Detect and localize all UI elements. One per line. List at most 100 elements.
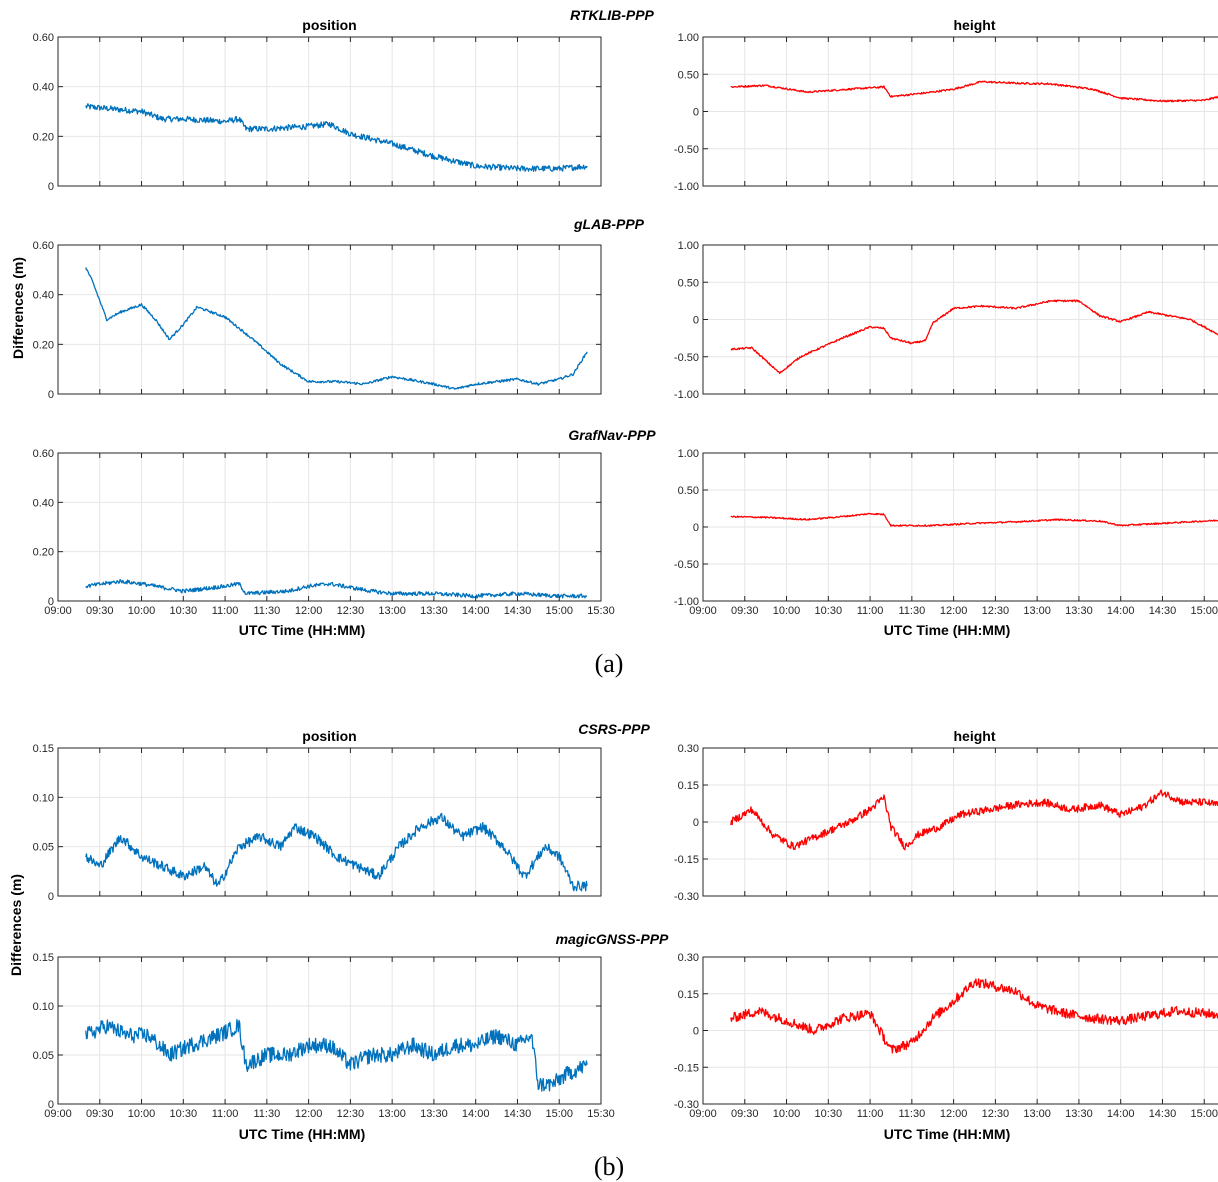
x-tick-label: 11:00 xyxy=(857,1108,884,1120)
x-tick-label: 09:00 xyxy=(689,605,717,617)
xlabel-b-left: UTC Time (HH:MM) xyxy=(239,1126,366,1142)
y-tick-label: 0.15 xyxy=(678,780,699,792)
group-title-grafnav: GrafNav-PPP xyxy=(568,427,656,443)
y-tick-label: 0.15 xyxy=(33,952,54,964)
y-tick-label: 0.40 xyxy=(33,290,54,302)
y-tick-label: 0.40 xyxy=(33,497,54,509)
x-tick-label: 12:00 xyxy=(940,605,968,617)
x-tick-label: 11:30 xyxy=(253,1108,280,1120)
x-tick-label: 13:00 xyxy=(378,1108,406,1120)
y-tick-label: 0 xyxy=(48,181,54,193)
y-tick-label: 0.20 xyxy=(33,339,54,351)
subplot-title: position xyxy=(302,17,356,33)
series-line-position xyxy=(85,579,588,599)
y-tick-label: 0 xyxy=(48,389,54,401)
y-tick-label: -0.15 xyxy=(674,854,699,866)
plot-5: 09:00 09:30 10:00 10:30 11:00 11:30 12:00 12:30… xyxy=(33,448,615,617)
series-line-height xyxy=(730,512,1218,527)
x-tick-label: 12:00 xyxy=(295,605,323,617)
x-tick-label: 10:00 xyxy=(773,1108,801,1120)
x-tick-label: 10:30 xyxy=(170,605,198,617)
x-tick-label: 13:00 xyxy=(378,605,406,617)
plot-4: -1.00 -0.50 0 0.50 1.00 xyxy=(674,240,1218,401)
subplot-title: height xyxy=(954,728,996,744)
y-tick-label: -0.15 xyxy=(674,1062,699,1074)
y-tick-label: -0.50 xyxy=(674,559,699,571)
y-tick-label: 0 xyxy=(693,1026,699,1038)
x-tick-label: 09:00 xyxy=(44,1108,72,1120)
plot-7: 0 0.05 0.10 0.15 position xyxy=(33,728,602,903)
y-tick-label: 0.20 xyxy=(33,547,54,559)
y-tick-label: 0.60 xyxy=(33,32,54,44)
x-tick-label: 15:30 xyxy=(587,605,615,617)
series-line-height xyxy=(730,80,1218,103)
plot-8: -0.30 -0.15 0 0.15 0.30 height xyxy=(674,728,1218,903)
y-tick-label: 0.60 xyxy=(33,240,54,252)
series-line-height xyxy=(730,299,1218,375)
x-tick-label: 10:00 xyxy=(773,605,801,617)
axes-frame xyxy=(57,244,602,395)
panel-label-b: (b) xyxy=(594,1152,624,1181)
y-tick-label: 0.20 xyxy=(33,131,54,143)
y-tick-label: 0.40 xyxy=(33,82,54,94)
x-tick-label: 15:00 xyxy=(545,1108,573,1120)
x-tick-label: 11:30 xyxy=(898,605,925,617)
xlabel-a-right: UTC Time (HH:MM) xyxy=(884,622,1011,638)
series-line-position xyxy=(85,267,588,390)
series-line-height xyxy=(730,789,1218,851)
x-tick-label: 14:00 xyxy=(1107,605,1135,617)
panel-label-a: (a) xyxy=(595,649,624,678)
y-tick-label: 1.00 xyxy=(678,448,699,460)
x-tick-label: 12:30 xyxy=(982,605,1010,617)
plot-6: 09:00 09:30 10:00 10:30 11:00 11:30 12:00 12:30… xyxy=(674,448,1218,617)
axes-frame xyxy=(57,36,602,187)
series-line-position xyxy=(85,812,588,892)
x-tick-label: 11:00 xyxy=(212,605,239,617)
x-tick-label: 12:30 xyxy=(982,1108,1010,1120)
y-tick-label: -0.30 xyxy=(674,1099,699,1111)
y-tick-label: 0.60 xyxy=(33,448,54,460)
series-line-position xyxy=(85,1019,588,1092)
y-tick-label: 0 xyxy=(693,107,699,119)
x-tick-label: 13:30 xyxy=(420,605,448,617)
plot-3: 0 0.20 0.40 0.60 xyxy=(33,240,602,401)
y-tick-label: 0.30 xyxy=(678,952,699,964)
y-tick-label: -0.50 xyxy=(674,352,699,364)
x-tick-label: 15:00 xyxy=(1190,1108,1218,1120)
y-tick-label: -0.30 xyxy=(674,891,699,903)
y-tick-label: 0.05 xyxy=(33,842,54,854)
y-tick-label: 1.00 xyxy=(678,32,699,44)
x-tick-label: 14:00 xyxy=(1107,1108,1135,1120)
y-tick-label: 0.10 xyxy=(33,1001,54,1013)
y-tick-label: 0 xyxy=(693,522,699,534)
y-tick-label: 0.50 xyxy=(678,485,699,497)
y-tick-label: 0 xyxy=(48,596,54,608)
x-tick-label: 10:30 xyxy=(815,605,843,617)
series-line-position xyxy=(85,103,588,172)
x-tick-label: 11:00 xyxy=(212,1108,239,1120)
y-tick-label: 1.00 xyxy=(678,240,699,252)
y-tick-label: -1.00 xyxy=(674,389,699,401)
y-tick-label: 0 xyxy=(48,1099,54,1111)
x-tick-label: 13:00 xyxy=(1023,1108,1051,1120)
y-tick-label: 0.05 xyxy=(33,1050,54,1062)
y-tick-label: -1.00 xyxy=(674,181,699,193)
y-tick-label: 0.30 xyxy=(678,743,699,755)
y-tick-label: 0.15 xyxy=(678,989,699,1001)
x-tick-label: 14:30 xyxy=(504,605,532,617)
y-tick-label: 0 xyxy=(693,315,699,327)
subplot-title: height xyxy=(954,17,996,33)
x-tick-label: 10:30 xyxy=(170,1108,198,1120)
x-tick-label: 14:00 xyxy=(462,1108,490,1120)
x-tick-label: 13:30 xyxy=(1065,1108,1093,1120)
x-tick-label: 12:00 xyxy=(295,1108,323,1120)
x-tick-label: 13:00 xyxy=(1023,605,1051,617)
group-title-rtklib: RTKLIB-PPP xyxy=(570,7,654,23)
series-line-height xyxy=(730,978,1218,1054)
x-tick-label: 15:30 xyxy=(587,1108,615,1120)
x-tick-label: 14:00 xyxy=(462,605,490,617)
x-tick-label: 10:30 xyxy=(815,1108,843,1120)
plot-10: 09:00 09:30 10:00 10:30 11:00 11:30 12:00 12:30… xyxy=(674,952,1218,1120)
ylabel-a: Differences (m) xyxy=(10,257,26,359)
